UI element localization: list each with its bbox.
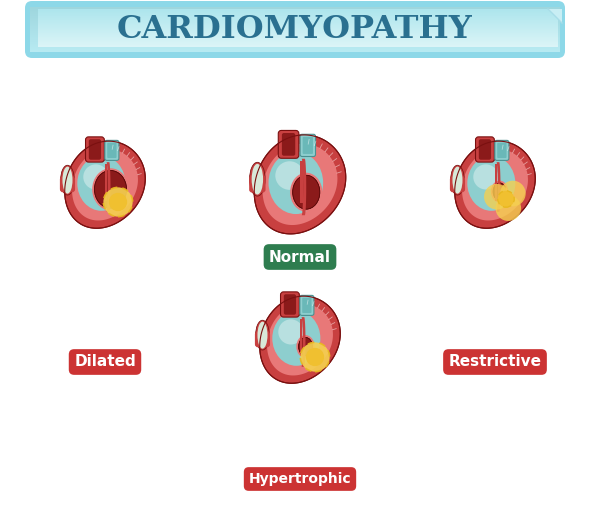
FancyBboxPatch shape: [476, 137, 494, 162]
Ellipse shape: [299, 337, 313, 356]
Ellipse shape: [94, 171, 127, 208]
Text: Normal: Normal: [269, 249, 331, 265]
Circle shape: [109, 193, 127, 211]
Circle shape: [500, 181, 526, 207]
Polygon shape: [72, 149, 138, 220]
Polygon shape: [260, 296, 340, 383]
Ellipse shape: [299, 337, 313, 356]
FancyBboxPatch shape: [60, 176, 75, 192]
Text: Hypertrophic: Hypertrophic: [248, 472, 352, 486]
Polygon shape: [548, 9, 562, 23]
FancyBboxPatch shape: [281, 292, 299, 317]
Ellipse shape: [251, 164, 263, 194]
Ellipse shape: [77, 156, 125, 211]
Polygon shape: [455, 141, 535, 228]
Ellipse shape: [451, 165, 464, 195]
Ellipse shape: [296, 335, 314, 358]
Ellipse shape: [473, 164, 499, 190]
Polygon shape: [263, 144, 337, 225]
Polygon shape: [105, 164, 107, 201]
Polygon shape: [302, 317, 305, 367]
Polygon shape: [254, 135, 346, 234]
Ellipse shape: [94, 171, 127, 208]
Ellipse shape: [275, 161, 304, 190]
Circle shape: [301, 343, 329, 372]
Text: CARDIOMYOPATHY: CARDIOMYOPATHY: [117, 14, 473, 44]
FancyBboxPatch shape: [25, 1, 565, 58]
Ellipse shape: [452, 167, 463, 193]
FancyBboxPatch shape: [249, 175, 266, 192]
FancyBboxPatch shape: [479, 139, 491, 160]
FancyBboxPatch shape: [282, 133, 295, 155]
Polygon shape: [462, 149, 528, 220]
Ellipse shape: [92, 168, 129, 210]
Ellipse shape: [493, 183, 506, 200]
FancyBboxPatch shape: [255, 331, 270, 347]
Polygon shape: [65, 141, 145, 228]
Ellipse shape: [272, 311, 320, 366]
Polygon shape: [107, 162, 110, 212]
FancyBboxPatch shape: [300, 134, 316, 157]
Ellipse shape: [290, 173, 322, 212]
Circle shape: [496, 196, 521, 221]
Ellipse shape: [269, 152, 323, 214]
Text: Restrictive: Restrictive: [449, 355, 542, 369]
Ellipse shape: [278, 319, 304, 345]
FancyBboxPatch shape: [278, 131, 299, 158]
Circle shape: [484, 184, 509, 210]
Text: Dilated: Dilated: [74, 355, 136, 369]
FancyBboxPatch shape: [300, 296, 314, 315]
Ellipse shape: [62, 167, 73, 193]
Ellipse shape: [491, 181, 508, 202]
Circle shape: [498, 191, 514, 207]
Ellipse shape: [61, 165, 74, 195]
Ellipse shape: [293, 175, 320, 209]
Polygon shape: [495, 164, 497, 201]
FancyBboxPatch shape: [450, 176, 465, 192]
FancyBboxPatch shape: [302, 298, 311, 313]
Ellipse shape: [83, 164, 109, 190]
Polygon shape: [300, 161, 302, 202]
Polygon shape: [302, 159, 306, 215]
FancyBboxPatch shape: [495, 140, 509, 160]
Polygon shape: [497, 162, 500, 212]
Ellipse shape: [493, 183, 506, 200]
Ellipse shape: [293, 175, 320, 209]
FancyBboxPatch shape: [107, 143, 116, 158]
Ellipse shape: [467, 156, 515, 211]
Ellipse shape: [256, 320, 269, 350]
FancyBboxPatch shape: [284, 294, 296, 315]
FancyBboxPatch shape: [89, 139, 101, 160]
Ellipse shape: [257, 321, 268, 349]
Circle shape: [103, 188, 133, 217]
Polygon shape: [300, 319, 302, 356]
FancyBboxPatch shape: [86, 137, 104, 162]
FancyBboxPatch shape: [105, 140, 119, 160]
Circle shape: [306, 348, 324, 366]
FancyBboxPatch shape: [497, 143, 506, 158]
FancyBboxPatch shape: [302, 137, 313, 154]
Ellipse shape: [250, 162, 265, 196]
Polygon shape: [267, 304, 333, 375]
